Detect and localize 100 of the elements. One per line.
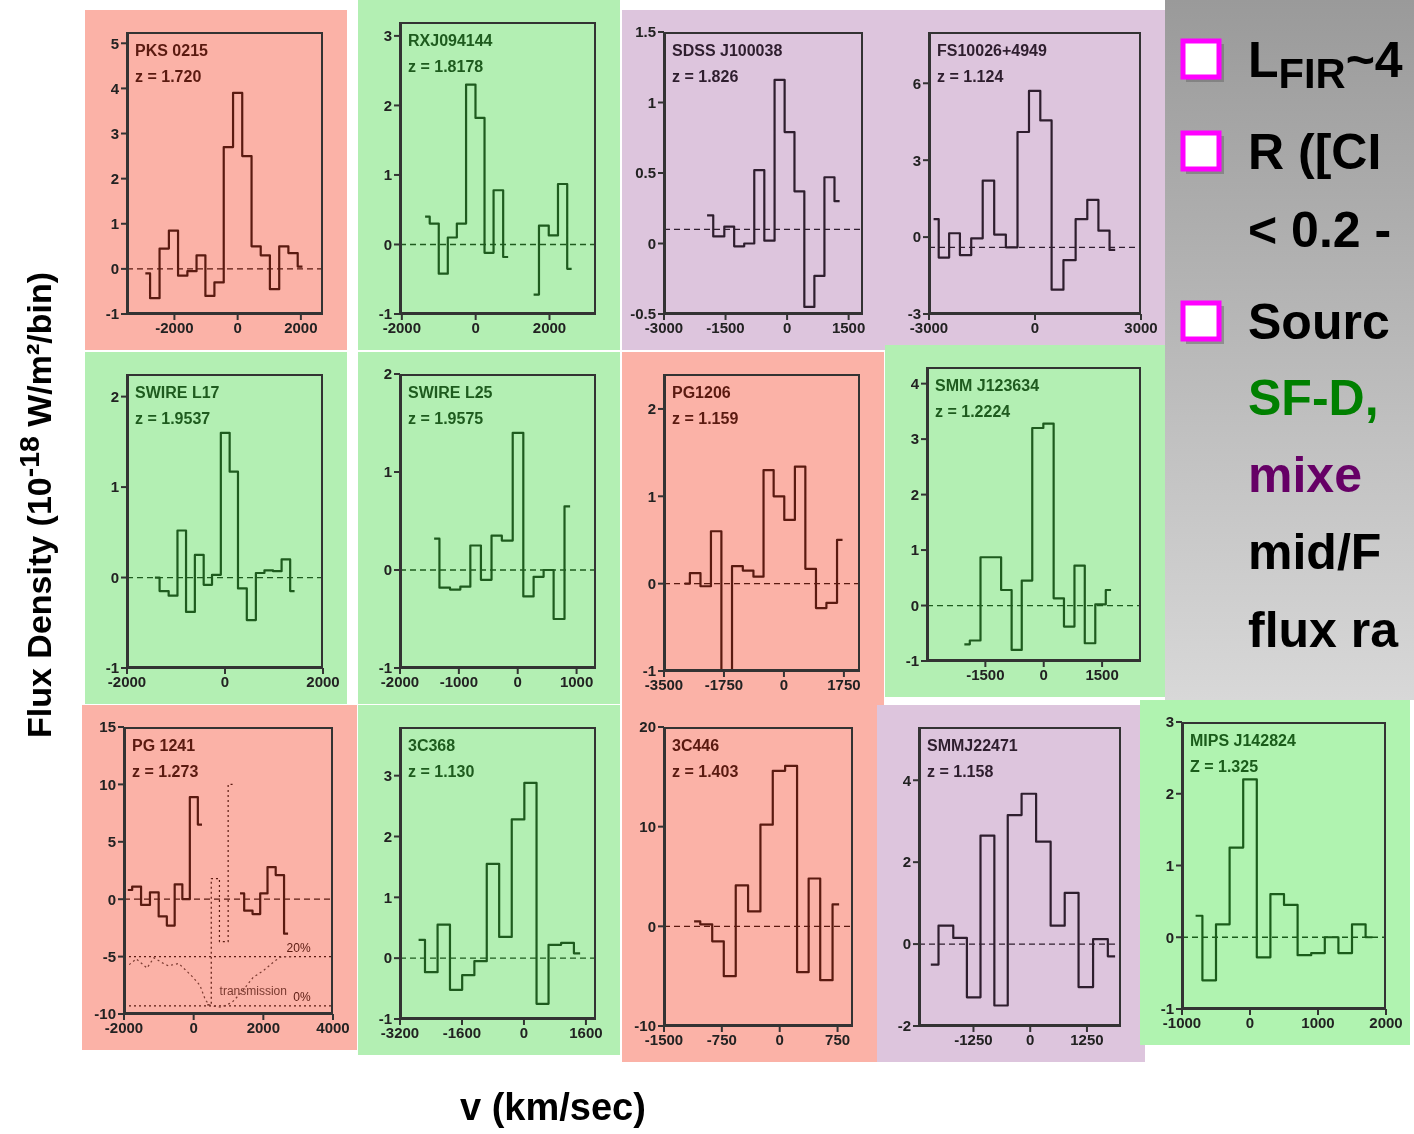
- text: MIPS J142824: [1190, 731, 1296, 751]
- text: z = 1.9537: [135, 409, 212, 429]
- x-tick-label: -1500: [706, 318, 745, 336]
- y-tick-label: 1: [383, 166, 392, 184]
- x-tick-label: 1750: [827, 675, 861, 693]
- text: z = 1.2224: [935, 402, 1012, 422]
- y-tick-label: 1: [383, 463, 392, 481]
- x-tick-label: 1000: [1301, 1013, 1335, 1031]
- text: FS10026+4949: [937, 41, 1047, 61]
- text: PG 1241: [132, 736, 197, 756]
- y-tick-label: 1: [647, 93, 656, 111]
- text: SMMJ22471: [927, 736, 1018, 756]
- y-tick-label: 6: [912, 74, 921, 92]
- text: 3C446: [672, 736, 721, 756]
- x-tick-label: -1250: [954, 1030, 993, 1048]
- y-tick-label: -5: [102, 947, 116, 965]
- y-tick-label: 5: [107, 833, 116, 851]
- y-tick-label: 0: [647, 917, 656, 935]
- text: SDSS J100038: [672, 41, 783, 61]
- text: L$_{FIR}$~4: [1248, 31, 1403, 99]
- text: z = 1.273: [132, 762, 199, 782]
- y-tick-label: 0: [383, 235, 392, 253]
- y-tick-label: 3: [110, 124, 119, 142]
- y-tick-label: -2: [897, 1017, 911, 1035]
- x-tick-label: -1750: [704, 675, 744, 693]
- y-tick-label: 1: [110, 215, 119, 233]
- x-tick-label: 1000: [559, 672, 594, 690]
- text: z = 1.124: [937, 67, 1005, 87]
- text: SMM J123634: [935, 376, 1040, 396]
- line-series: [128, 956, 293, 1008]
- y-tick-label: 0: [912, 228, 921, 246]
- y-tick-label: 2: [902, 853, 911, 871]
- y-tick-label: 3: [1165, 713, 1174, 731]
- y-tick-label: 4: [902, 771, 912, 789]
- y-tick-label: 3: [912, 151, 921, 169]
- x-tick-label: 0: [1026, 1030, 1035, 1048]
- text: z = 1.130: [408, 762, 475, 782]
- y-tick-label: 2: [910, 485, 919, 503]
- y-tick-label: 0: [1165, 928, 1174, 946]
- y-tick-label: 0: [647, 574, 656, 592]
- y-tick-label: 1: [383, 888, 392, 906]
- text: < 0.2 -: [1248, 201, 1392, 260]
- y-tick-label: 1.5: [635, 23, 656, 41]
- y-tick-label: 1: [910, 541, 919, 559]
- x-tick-label: 4000: [316, 1018, 350, 1036]
- y-tick-label: 1: [647, 487, 656, 505]
- y-tick-label: 5: [110, 34, 119, 52]
- x-tick-label: 0: [775, 1030, 784, 1048]
- x-tick-label: 1500: [831, 318, 866, 336]
- y-tick-label: 3: [383, 766, 392, 784]
- text: z = 1.159: [672, 409, 739, 429]
- text: Sourc: [1248, 293, 1390, 352]
- text: z = 1.826: [672, 67, 740, 87]
- text: PKS 0215: [135, 41, 208, 61]
- y-tick-label: 0: [107, 890, 116, 908]
- y-tick-label: 2: [110, 169, 119, 187]
- text: R ([CI: [1248, 123, 1382, 182]
- text: SWIRE L25: [408, 383, 493, 403]
- text: 3C368: [408, 736, 457, 756]
- y-tick-label: 0: [383, 561, 392, 579]
- x-tick-label: 0: [233, 318, 242, 336]
- y-tick-label: 0: [902, 935, 911, 953]
- y-tick-label: 0: [110, 260, 119, 278]
- y-tick-label: 1: [1165, 856, 1174, 874]
- y-tick-label: 2: [110, 387, 119, 405]
- x-tick-label: 0: [779, 675, 789, 693]
- y-tick-label: 1: [110, 478, 119, 496]
- y-tick-label: 10: [99, 775, 116, 793]
- y-tick-label: -1: [105, 305, 119, 323]
- y-tick-label: 2: [647, 400, 656, 418]
- x-tick-label: 0: [189, 1018, 198, 1036]
- x-tick-label: 2000: [246, 1018, 281, 1036]
- x-tick-label: 1250: [1070, 1030, 1104, 1048]
- x-tick-label: 0: [782, 318, 792, 336]
- x-tick-label: 2000: [1369, 1013, 1403, 1031]
- x-tick-label: 2000: [306, 672, 340, 690]
- text: z = 1.158: [927, 762, 995, 782]
- x-tick-label: 0: [519, 1023, 529, 1041]
- text: Z = 1.325: [1190, 757, 1260, 777]
- x-tick-label: 0: [1245, 1013, 1255, 1031]
- x-tick-label: 0: [471, 318, 480, 336]
- annotation: 0%: [293, 989, 311, 1004]
- y-tick-label: -1: [905, 652, 919, 670]
- x-tick-label: 0: [513, 672, 522, 690]
- y-tick-label: 0.5: [635, 164, 656, 182]
- text: flux ra: [1248, 601, 1399, 660]
- y-tick-label: 4: [110, 79, 120, 97]
- y-tick-label: 0: [647, 234, 656, 252]
- y-tick-label: 3: [383, 27, 392, 45]
- text: mid/F: [1248, 523, 1382, 582]
- y-tick-label: 4: [910, 374, 920, 392]
- y-tick-label: 2: [383, 827, 392, 845]
- x-tick-label: -1600: [442, 1023, 482, 1041]
- x-tick-label: 0: [1039, 665, 1048, 683]
- text: mixe: [1248, 446, 1362, 505]
- text: z = 1.403: [672, 762, 739, 782]
- y-tick-label: 0: [910, 596, 919, 614]
- x-tick-label: -1500: [966, 665, 1005, 683]
- x-tick-label: 1600: [569, 1023, 603, 1041]
- x-tick-label: 0: [1030, 318, 1040, 336]
